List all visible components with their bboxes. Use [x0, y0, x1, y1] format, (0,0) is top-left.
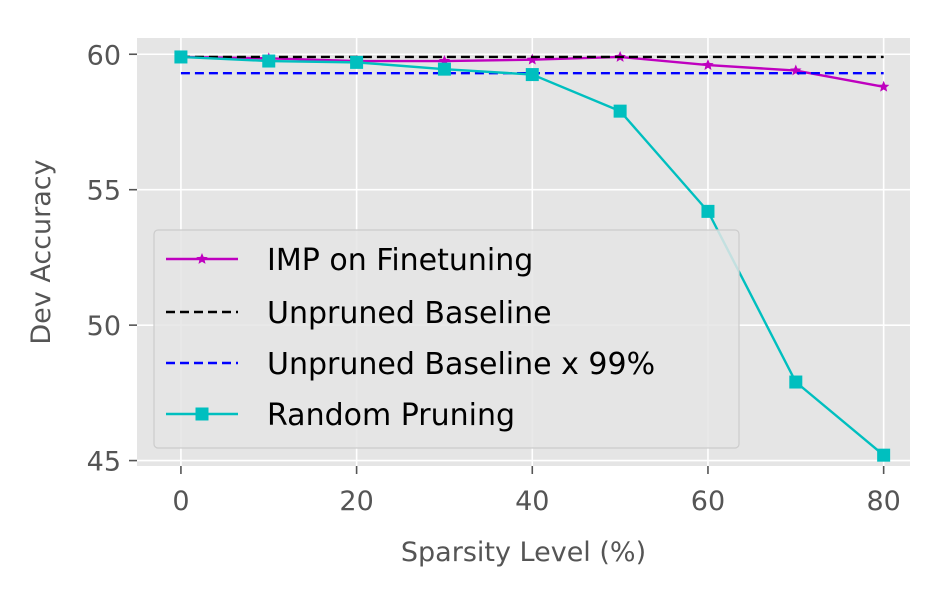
data-point [526, 53, 538, 65]
x-tick-label: 20 [339, 486, 373, 517]
legend-box [153, 229, 740, 449]
legend: IMP on Finetuning Unpruned Baseline Unprun… [153, 229, 740, 449]
data-point [613, 104, 627, 118]
x-tick-label: 60 [691, 486, 725, 517]
legend-marker-3 [195, 407, 209, 421]
y-tick-label: 60 [87, 40, 121, 71]
x-tick-label: 80 [866, 486, 900, 517]
series-3 [174, 50, 891, 462]
y-axis-label: Dev Accuracy [26, 159, 57, 344]
data-point [525, 68, 539, 82]
data-point [437, 62, 451, 76]
y-tick-label: 50 [87, 311, 121, 342]
legend-label-3: Random Pruning [267, 398, 515, 433]
x-tick-label: 40 [515, 486, 549, 517]
y-axis: 45 50 55 60 [87, 40, 137, 478]
data-point [789, 375, 803, 389]
data-point [350, 55, 364, 69]
data-point [702, 59, 714, 70]
x-axis: 0 20 40 60 80 [172, 466, 901, 517]
data-point [701, 204, 715, 218]
data-point [174, 50, 188, 64]
legend-label-1: Unpruned Baseline [267, 296, 552, 331]
x-tick-label: 0 [172, 486, 189, 517]
legend-label-2: Unpruned Baseline x 99% [267, 347, 655, 382]
legend-label-0: IMP on Finetuning [267, 243, 533, 278]
legend-marker-0 [196, 253, 208, 264]
y-tick-label: 45 [87, 447, 121, 478]
data-point [262, 54, 276, 68]
series-layer [174, 50, 891, 462]
data-point [877, 448, 891, 462]
y-tick-label: 55 [87, 176, 121, 207]
data-point [877, 80, 890, 92]
x-axis-label: Sparsity Level (%) [401, 537, 646, 568]
